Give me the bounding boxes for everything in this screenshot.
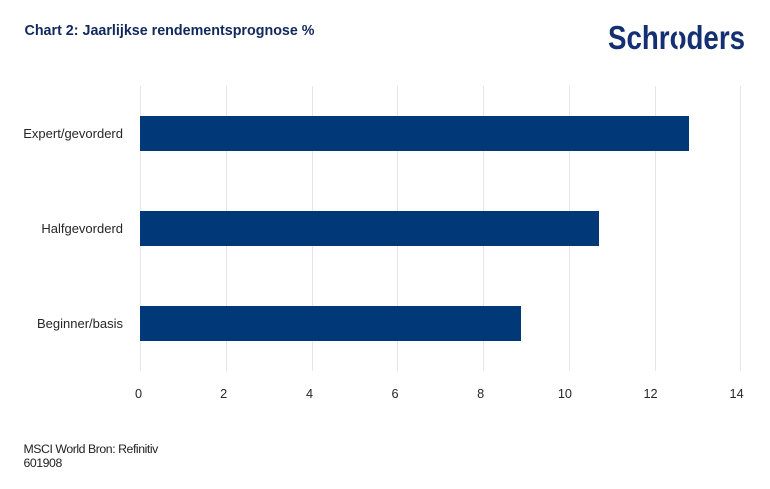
svg-text:Schroders: Schroders bbox=[608, 19, 745, 56]
